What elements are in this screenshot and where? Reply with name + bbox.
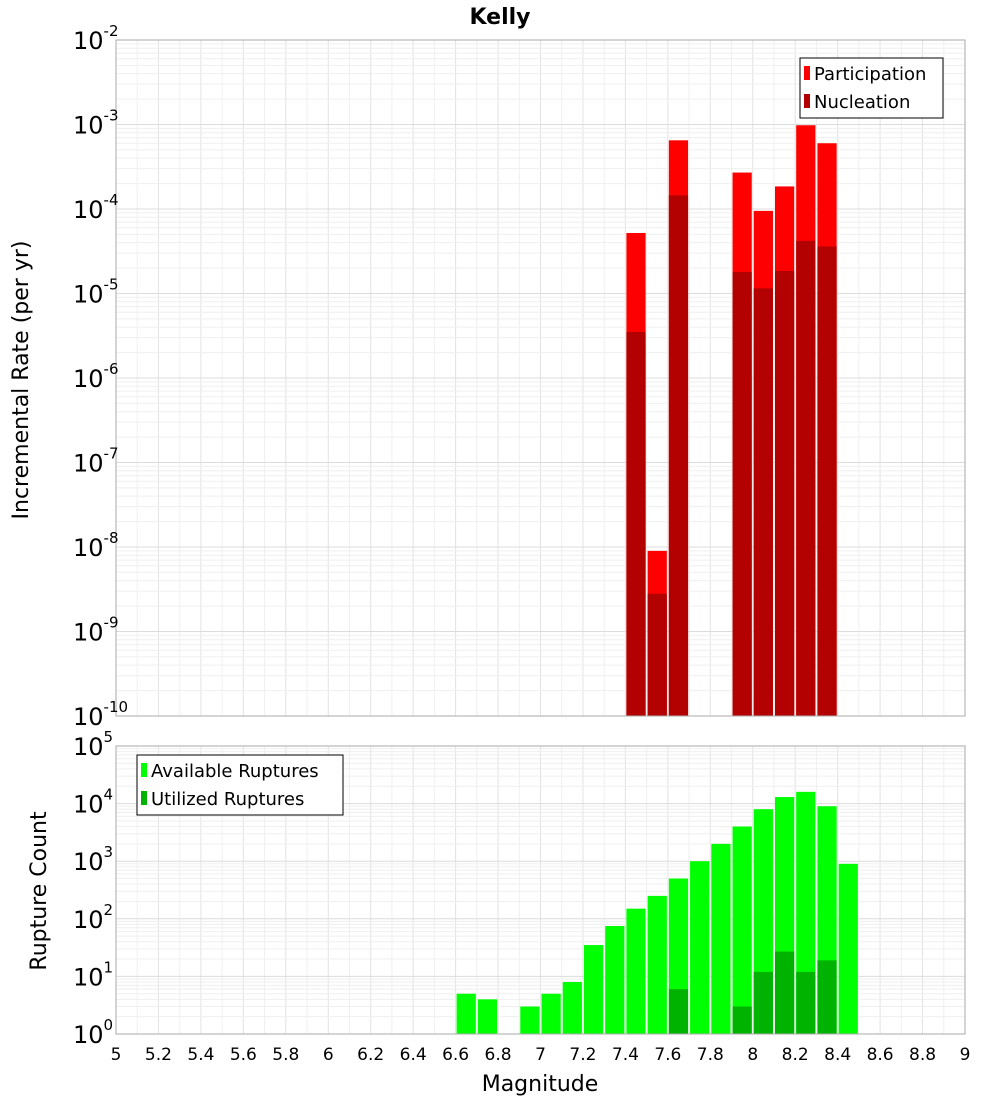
- count-bar: [477, 999, 498, 1034]
- count-y-tick-label: 100: [73, 1016, 113, 1049]
- rate-panel: 10-10 10-9 10-8 10-7 10-6 10-5 10-4 10-3 10-2 Par…: [73, 22, 966, 731]
- count-bar: [838, 863, 858, 1034]
- count-bar: [626, 908, 646, 1034]
- rate-bar: [626, 332, 646, 716]
- x-tick-label: 8.4: [824, 1045, 851, 1065]
- count-y-tick-label: 101: [73, 958, 113, 991]
- x-tick-label: 7.6: [654, 1045, 681, 1065]
- count-bar: [562, 981, 582, 1034]
- rate-bar: [668, 195, 689, 717]
- rate-bar: [753, 288, 773, 716]
- x-tick-label: 6: [323, 1045, 334, 1065]
- rate-y-tick-label: 10-2: [73, 22, 119, 55]
- rate-bar: [817, 246, 837, 716]
- x-tick-label: 5.4: [187, 1045, 214, 1065]
- count-legend-swatch: [141, 791, 147, 805]
- count-bar: [647, 895, 667, 1034]
- count-bar: [732, 826, 752, 1034]
- count-y-axis-label: Rupture Count: [27, 811, 52, 971]
- count-bar: [583, 945, 604, 1034]
- count-y-tick-label: 103: [73, 843, 113, 876]
- rate-y-ticks: 10-10 10-9 10-8 10-7 10-6 10-5 10-4 10-3 10-2: [73, 22, 128, 731]
- rate-y-tick-label: 10-8: [73, 529, 119, 562]
- count-bar: [690, 861, 710, 1034]
- rate-y-tick-label: 10-3: [73, 107, 119, 140]
- rate-y-tick-label: 10-7: [73, 445, 119, 478]
- count-bar: [753, 971, 773, 1034]
- rate-bar: [732, 271, 752, 716]
- count-y-ticks: 100 101 102 103 104 105: [73, 728, 113, 1049]
- count-bar: [668, 989, 689, 1034]
- rate-legend-swatch: [804, 66, 810, 80]
- count-legend-label: Utilized Ruptures: [151, 789, 304, 810]
- x-tick-label: 7: [535, 1045, 546, 1065]
- x-tick-label: 8.2: [782, 1045, 809, 1065]
- count-bar: [541, 993, 561, 1034]
- x-tick-label: 8: [747, 1045, 758, 1065]
- count-bar: [605, 925, 625, 1034]
- x-tick-label: 9: [960, 1045, 971, 1065]
- x-tick-label: 6.2: [357, 1045, 384, 1065]
- rate-legend-box: [799, 57, 944, 119]
- rupture-count-panel: 100 101 102 103 104 105 5 5.2 5.4 5.6 5.8 6 6.2 6.4 6.…: [73, 728, 970, 1065]
- count-y-tick-label: 102: [73, 901, 113, 934]
- rate-series-2: [626, 195, 837, 717]
- x-tick-label: 7.2: [569, 1045, 596, 1065]
- rate-y-tick-label: 10-10: [73, 698, 128, 731]
- x-tick-label: 6.8: [485, 1045, 512, 1065]
- count-bar: [732, 1006, 752, 1034]
- rate-legend-swatch: [804, 94, 810, 108]
- rate-y-tick-label: 10-5: [73, 276, 119, 309]
- count-legend-label: Available Ruptures: [151, 761, 319, 782]
- count-plot-frame: [115, 745, 966, 1035]
- count-bar: [520, 1006, 540, 1034]
- rate-grid: [115, 40, 966, 717]
- x-ticks: 5 5.2 5.4 5.6 5.8 6 6.2 6.4 6.6 6.8 7 7.2 7.4 7.6 7.8 8…: [111, 1045, 971, 1065]
- rate-legend: Participation Nucleation: [799, 57, 944, 119]
- x-tick-label: 7.4: [612, 1045, 639, 1065]
- rate-legend-label: Nucleation: [814, 92, 910, 113]
- count-legend: Available Ruptures Utilized Ruptures: [136, 754, 344, 816]
- rate-y-tick-label: 10-4: [73, 191, 119, 224]
- rate-bar: [647, 593, 667, 716]
- count-y-tick-label: 105: [73, 728, 113, 761]
- rate-y-tick-label: 10-6: [73, 360, 119, 393]
- count-bar: [711, 843, 731, 1034]
- count-legend-box: [136, 754, 344, 816]
- x-tick-label: 8.6: [867, 1045, 894, 1065]
- rate-plot-frame: [115, 39, 966, 717]
- x-tick-label: 7.8: [697, 1045, 724, 1065]
- chart-title: Kelly: [469, 5, 530, 30]
- rate-y-axis-label: Incremental Rate (per yr): [9, 241, 34, 520]
- count-legend-swatch: [141, 763, 147, 777]
- x-tick-label: 8.8: [909, 1045, 936, 1065]
- x-tick-label: 5.6: [230, 1045, 257, 1065]
- count-bar: [456, 993, 476, 1034]
- count-bar: [774, 951, 795, 1034]
- rate-legend-label: Participation: [814, 64, 926, 85]
- x-tick-label: 5: [111, 1045, 122, 1065]
- count-y-tick-label: 104: [73, 786, 113, 819]
- rate-bar: [796, 240, 816, 716]
- count-series-2: [668, 951, 837, 1034]
- x-tick-label: 5.8: [272, 1045, 299, 1065]
- x-tick-label: 5.2: [145, 1045, 172, 1065]
- count-bar: [796, 971, 816, 1034]
- rate-y-tick-label: 10-9: [73, 614, 119, 647]
- count-bar: [817, 960, 837, 1034]
- rate-bar: [774, 270, 795, 716]
- x-tick-label: 6.4: [400, 1045, 427, 1065]
- x-axis-label: Magnitude: [482, 1072, 599, 1097]
- x-tick-label: 6.6: [442, 1045, 469, 1065]
